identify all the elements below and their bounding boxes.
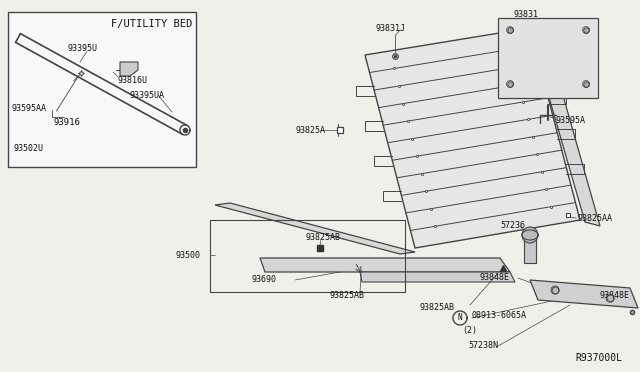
Text: F/UTILITY BED: F/UTILITY BED: [111, 19, 192, 29]
Polygon shape: [260, 258, 510, 272]
Polygon shape: [524, 235, 536, 263]
Polygon shape: [529, 28, 600, 226]
Text: 93825AB: 93825AB: [330, 291, 365, 299]
Text: 57238N: 57238N: [468, 341, 498, 350]
Bar: [210, 220, 405, 292]
Bar: [8, 12, 196, 167]
Text: (2): (2): [462, 326, 477, 334]
Text: 93831J: 93831J: [375, 23, 405, 32]
Text: 93816U: 93816U: [118, 76, 148, 84]
Text: 93825AA: 93825AA: [578, 214, 613, 222]
Polygon shape: [360, 272, 515, 282]
Bar: [498, 18, 598, 98]
Text: 93831: 93831: [513, 10, 538, 19]
Text: 93916: 93916: [54, 118, 81, 126]
Text: R937000L: R937000L: [575, 353, 622, 363]
Text: 93395U: 93395U: [68, 44, 98, 52]
Text: 93825A: 93825A: [295, 125, 325, 135]
Text: 93848E: 93848E: [600, 291, 630, 299]
Polygon shape: [530, 280, 638, 308]
Text: 93595A: 93595A: [556, 115, 586, 125]
Text: 93500: 93500: [175, 250, 200, 260]
Polygon shape: [365, 28, 580, 248]
Text: 93690: 93690: [252, 276, 277, 285]
Polygon shape: [215, 203, 415, 254]
Text: 93395UA: 93395UA: [130, 90, 165, 99]
Polygon shape: [120, 62, 138, 76]
Text: 08913-6065A: 08913-6065A: [472, 311, 527, 321]
Text: N: N: [458, 314, 462, 323]
Text: 93825AB: 93825AB: [420, 304, 455, 312]
Text: 93595AA: 93595AA: [12, 103, 47, 112]
Text: 93502U: 93502U: [14, 144, 44, 153]
Text: 57236: 57236: [500, 221, 525, 230]
Text: 93825AB: 93825AB: [305, 232, 340, 241]
Text: 93848E: 93848E: [480, 273, 510, 282]
Circle shape: [522, 227, 538, 243]
